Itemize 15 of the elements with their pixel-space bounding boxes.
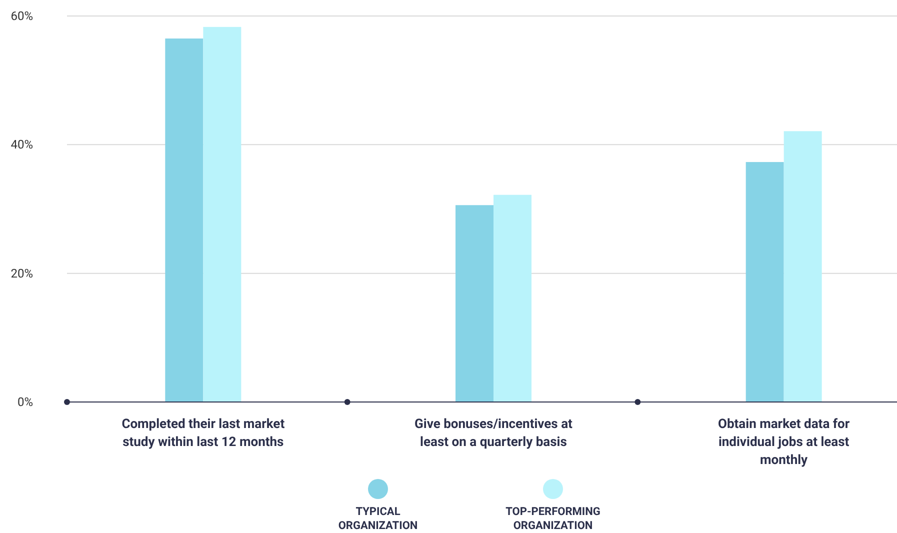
legend-label: TOP-PERFORMING ORGANIZATION — [506, 505, 600, 532]
bar — [203, 26, 242, 402]
legend-label: TYPICAL ORGANIZATION — [338, 505, 418, 532]
x-tick-label: Completed their last market study within last 12 months — [122, 417, 286, 450]
y-tick-label: 0% — [17, 395, 34, 409]
bar — [746, 162, 784, 402]
bar — [165, 38, 204, 402]
bar — [494, 194, 532, 402]
bar — [784, 131, 822, 402]
x-tick-label: Give bonuses/incentives at least on a quarterly basis — [414, 417, 574, 450]
y-tick-label: 60% — [10, 9, 34, 23]
bar — [456, 205, 494, 402]
y-tick-label: 20% — [10, 266, 34, 280]
y-tick-label: 40% — [10, 138, 34, 152]
x-tick-label: Obtain market data for individual jobs at least monthly — [718, 417, 850, 468]
